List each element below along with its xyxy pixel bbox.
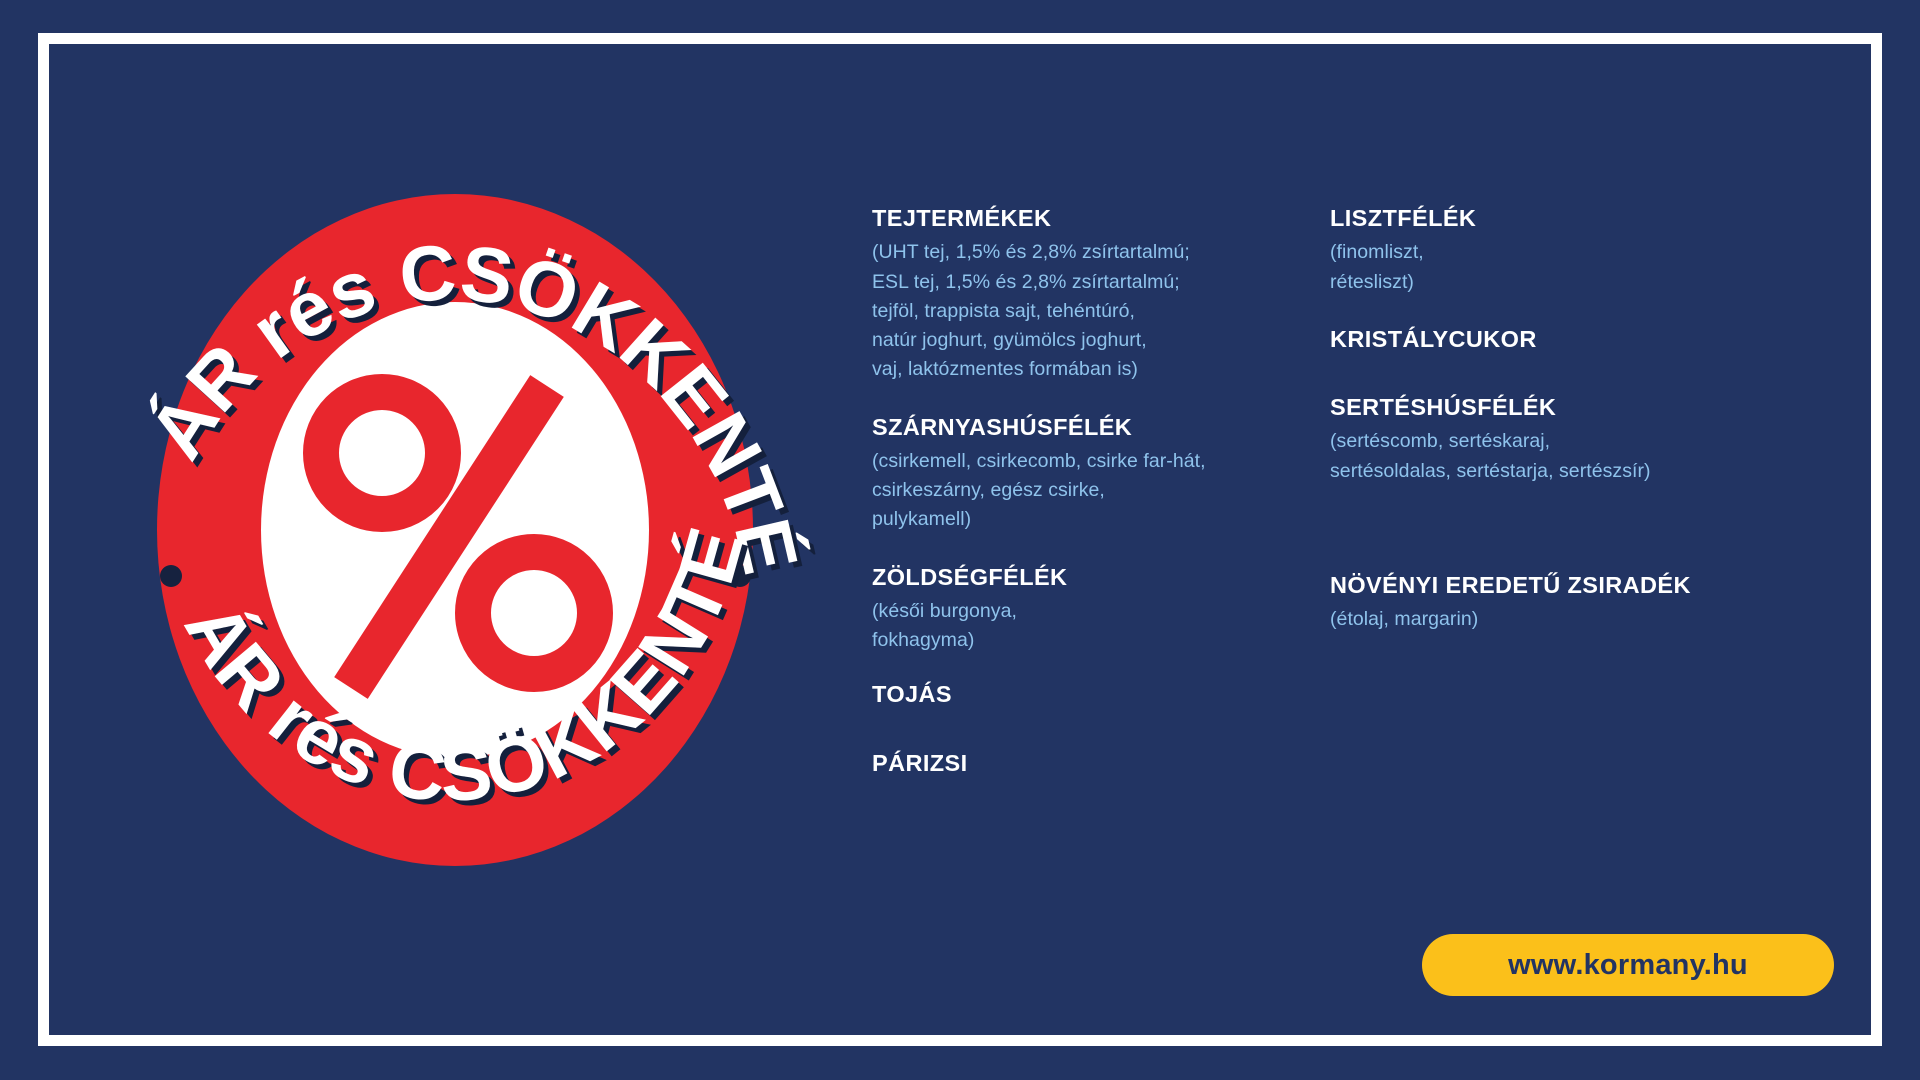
- category-detail: (késői burgonya, fokhagyma): [872, 599, 1017, 652]
- spacer: [1330, 486, 1830, 572]
- category-group-tojas: TOJÁS: [872, 681, 1292, 707]
- spacer: [872, 535, 1292, 564]
- category-column-right: LISZTFÉLÉK (finomliszt, rétesliszt) KRIS…: [1330, 205, 1830, 635]
- category-heading: LISZTFÉLÉK: [1330, 205, 1477, 231]
- category-detail: (étolaj, margarin): [1330, 608, 1479, 631]
- category-detail: (csirkemell, csirkecomb, csirke far-hát,…: [872, 449, 1206, 531]
- category-heading: NÖVÉNYI EREDETŰ ZSIRADÉK: [1330, 571, 1691, 598]
- category-group-serteshusfelek: SERTÉSHÚSFÉLÉK (sertéscomb, sertéskaraj,…: [1330, 394, 1830, 486]
- poster-frame-border: [38, 33, 1882, 1046]
- badge-dot-right: [729, 565, 751, 587]
- kormany-website-button[interactable]: www.kormany.hu: [1422, 934, 1834, 996]
- category-heading: KRISTÁLYCUKOR: [1330, 325, 1537, 352]
- spacer: [872, 655, 1292, 681]
- category-heading: SZÁRNYASHÚSFÉLÉK: [872, 413, 1133, 440]
- category-detail: (finomliszt, rétesliszt): [1330, 241, 1424, 293]
- category-group-novenyi-eredetu-zsiradek: NÖVÉNYI EREDETŰ ZSIRADÉK (étolaj, margar…: [1330, 572, 1830, 635]
- category-heading: TOJÁS: [872, 681, 952, 708]
- price-reduction-badge: ÁR rés CSÖKKENTÉS ÁR rés CSÖKKENTÉS ÁR r…: [85, 135, 825, 925]
- spacer: [1330, 352, 1830, 394]
- category-group-parizsi: PÁRIZSI: [872, 750, 1292, 776]
- category-group-zoldsegfelek: ZÖLDSÉGFÉLÉK (késői burgonya, fokhagyma): [872, 564, 1292, 656]
- product-category-lists: TEJTERMÉKEK (UHT tej, 1,5% és 2,8% zsírt…: [872, 205, 1832, 905]
- category-heading: PÁRIZSI: [872, 749, 968, 776]
- kormany-website-label: www.kormany.hu: [1508, 948, 1748, 981]
- category-heading: ZÖLDSÉGFÉLÉK: [872, 563, 1068, 590]
- category-detail: (UHT tej, 1,5% és 2,8% zsírtartalmú; ESL…: [872, 241, 1190, 381]
- category-heading: SERTÉSHÚSFÉLÉK: [1330, 394, 1557, 421]
- category-group-szarnyashusfelek: SZÁRNYASHÚSFÉLÉK (csirkemell, csirkecomb…: [872, 414, 1292, 535]
- badge-graphic: ÁR rés CSÖKKENTÉS ÁR rés CSÖKKENTÉS ÁR r…: [85, 135, 820, 866]
- percent-symbol: [303, 374, 613, 699]
- spacer: [1330, 297, 1830, 326]
- badge-dot-left: [160, 565, 182, 587]
- category-group-lisztfelek: LISZTFÉLÉK (finomliszt, rétesliszt): [1330, 205, 1830, 297]
- category-column-left: TEJTERMÉKEK (UHT tej, 1,5% és 2,8% zsírt…: [872, 205, 1292, 776]
- category-heading: TEJTERMÉKEK: [872, 205, 1052, 231]
- spacer: [872, 385, 1292, 414]
- category-group-tejtermekek: TEJTERMÉKEK (UHT tej, 1,5% és 2,8% zsírt…: [872, 205, 1292, 385]
- spacer: [872, 708, 1292, 750]
- category-group-kristalycukor: KRISTÁLYCUKOR: [1330, 326, 1830, 352]
- category-detail: (sertéscomb, sertéskaraj, sertésoldalas,…: [1330, 430, 1651, 482]
